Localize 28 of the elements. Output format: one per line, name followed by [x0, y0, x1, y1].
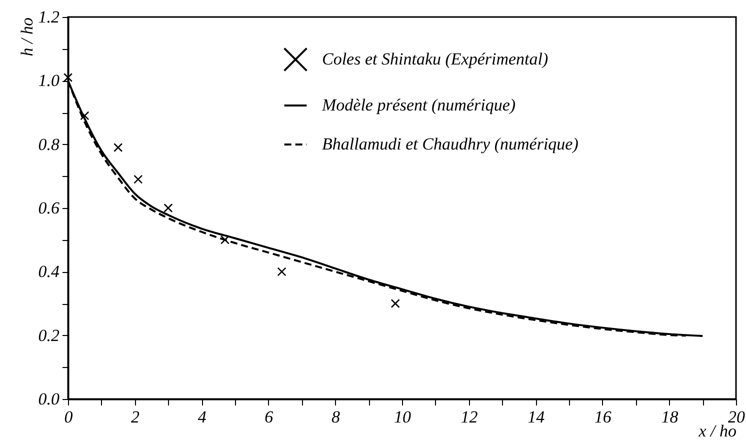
x-tick-label: 14 [528, 408, 546, 426]
x-tick-label: 18 [661, 408, 679, 426]
x-tick-label: 4 [198, 408, 207, 426]
legend-label: Bhallamudi et Chaudhry (numérique) [322, 134, 579, 154]
point [164, 203, 173, 213]
x-tick-label: 8 [331, 408, 340, 426]
point [220, 235, 230, 244]
y-tick-label: 0.0 [38, 390, 60, 408]
legend-label: Modèle présent (numérique) [321, 96, 516, 114]
point [80, 111, 90, 120]
x-tick-label: 16 [594, 408, 612, 426]
point [134, 174, 143, 184]
x-tick-label: 10 [394, 408, 412, 426]
y-tick-label: 0.2 [38, 326, 60, 345]
legend-label: Coles et Shintaku (Expérimental) [322, 50, 548, 68]
point [277, 267, 286, 276]
y-tick-label: 0.4 [38, 262, 60, 282]
y-axis-title: h / ho [17, 18, 36, 56]
x-tick-label: 12 [460, 408, 478, 426]
y-tick-label: 1.0 [38, 71, 60, 90]
y-tick-label: 0.8 [38, 134, 60, 154]
y-tick-label: 1.2 [38, 8, 60, 26]
x-tick-label: 0 [64, 408, 74, 426]
x-tick-label: 2 [131, 408, 140, 426]
point [390, 298, 400, 308]
y-tick-label: 0.6 [38, 198, 60, 218]
x-tick-label: 6 [264, 408, 274, 426]
point [114, 142, 123, 152]
